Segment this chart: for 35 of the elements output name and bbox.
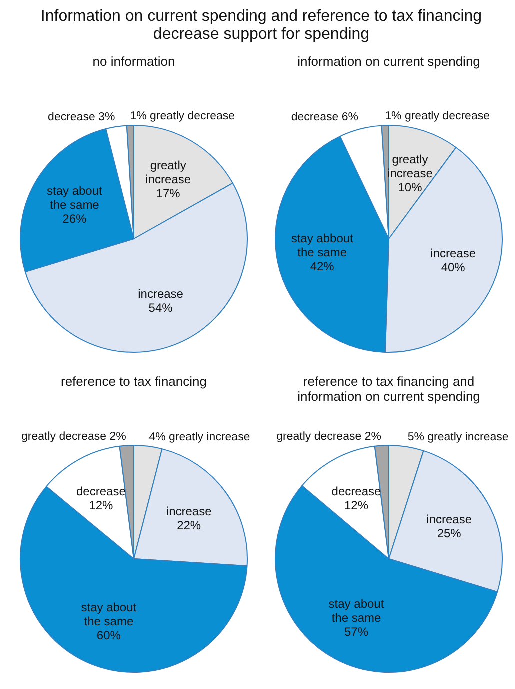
chart-title: information on current spending: [296, 54, 482, 71]
data-label: 12%: [344, 498, 369, 512]
slice-label: 5% greatly increase: [408, 432, 509, 444]
slice-label: increase: [138, 286, 184, 301]
slice-label: decrease 6%: [291, 112, 358, 124]
data-label: 40%: [441, 260, 466, 275]
slice-label: 1% greatly decrease: [385, 110, 490, 123]
slice-label: increase: [166, 504, 212, 518]
slice-label: greatly increase: [146, 158, 192, 187]
data-label: 60%: [96, 628, 122, 643]
data-label: 10%: [398, 180, 423, 195]
chart-subtitle: no information: [92, 54, 176, 71]
slice-label: 1% greatly decrease: [130, 110, 236, 123]
slice-label: greatly decrease 2%: [22, 430, 126, 443]
slice-label: stay abbout the same: [291, 231, 354, 260]
chart-title: reference to tax financing and information on current spending: [296, 374, 482, 406]
chart-title: reference to tax financing: [60, 374, 208, 391]
data-label: 12%: [89, 498, 114, 513]
slice-label: stay about the same: [46, 184, 104, 212]
chart-title: Information on current spending and reference to tax financing decrease support for spending: [40, 8, 484, 44]
slice-label: 4% greatly increase: [149, 432, 250, 444]
data-label: 25%: [437, 526, 462, 541]
data-label: 17%: [156, 186, 181, 201]
slice-label: stay about the same: [328, 597, 385, 626]
slice-label: decrease 3%: [48, 112, 116, 124]
slice-label: increase: [430, 246, 476, 261]
slice-label: increase: [426, 512, 472, 527]
data-label: 42%: [310, 259, 335, 274]
data-label: 22%: [177, 518, 202, 532]
data-label: 26%: [62, 212, 88, 226]
slice-label: greatly decrease 2%: [276, 430, 382, 443]
slice-label: decrease: [76, 484, 126, 499]
data-label: 57%: [344, 625, 369, 640]
slice-label: stay about the same: [81, 600, 138, 629]
data-label: 54%: [148, 300, 174, 315]
